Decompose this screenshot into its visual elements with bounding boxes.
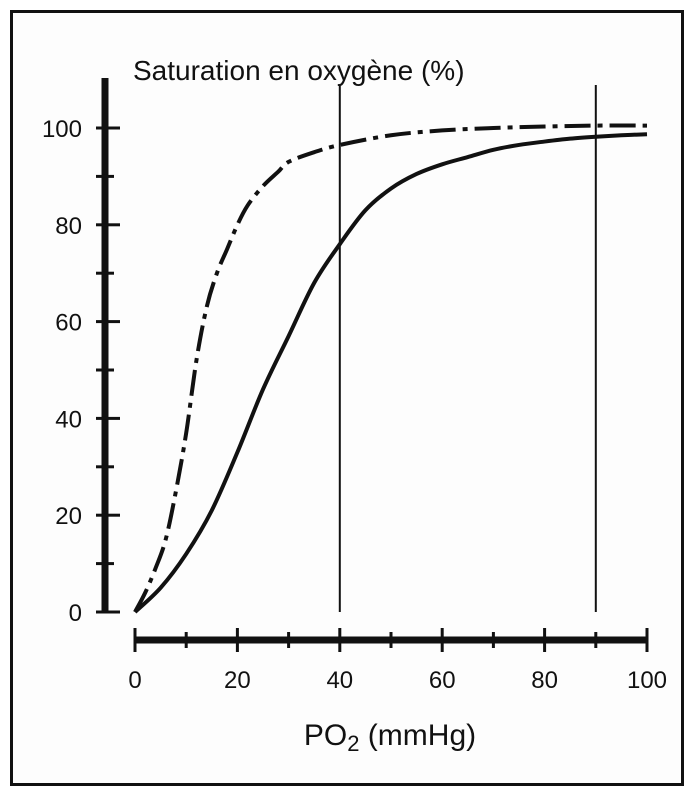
y-tick-label: 20	[55, 503, 82, 530]
axes: 0 20 40 60 80 100 0 20 40 60 80 100	[42, 78, 667, 694]
y-tick-label: 40	[55, 406, 82, 433]
y-axis-label: Saturation en oxygène (%)	[133, 55, 465, 86]
y-tick-label: 100	[42, 116, 82, 143]
x-tick-label: 60	[429, 667, 456, 694]
series-group	[133, 123, 648, 614]
dash-dot-curve	[133, 123, 648, 613]
reference-lines	[338, 85, 597, 612]
x-tick-label: 20	[224, 667, 251, 694]
solid-curve	[133, 132, 648, 614]
x-axis-label: PO2 (mmHg)	[304, 719, 476, 756]
y-tick-label: 0	[69, 600, 82, 627]
x-tick-label: 80	[531, 667, 558, 694]
x-tick-label: 40	[326, 667, 353, 694]
x-tick-label: 100	[627, 667, 667, 694]
x-tick-label: 0	[128, 667, 141, 694]
y-tick-label: 60	[55, 310, 82, 337]
y-tick-label: 80	[55, 213, 82, 240]
